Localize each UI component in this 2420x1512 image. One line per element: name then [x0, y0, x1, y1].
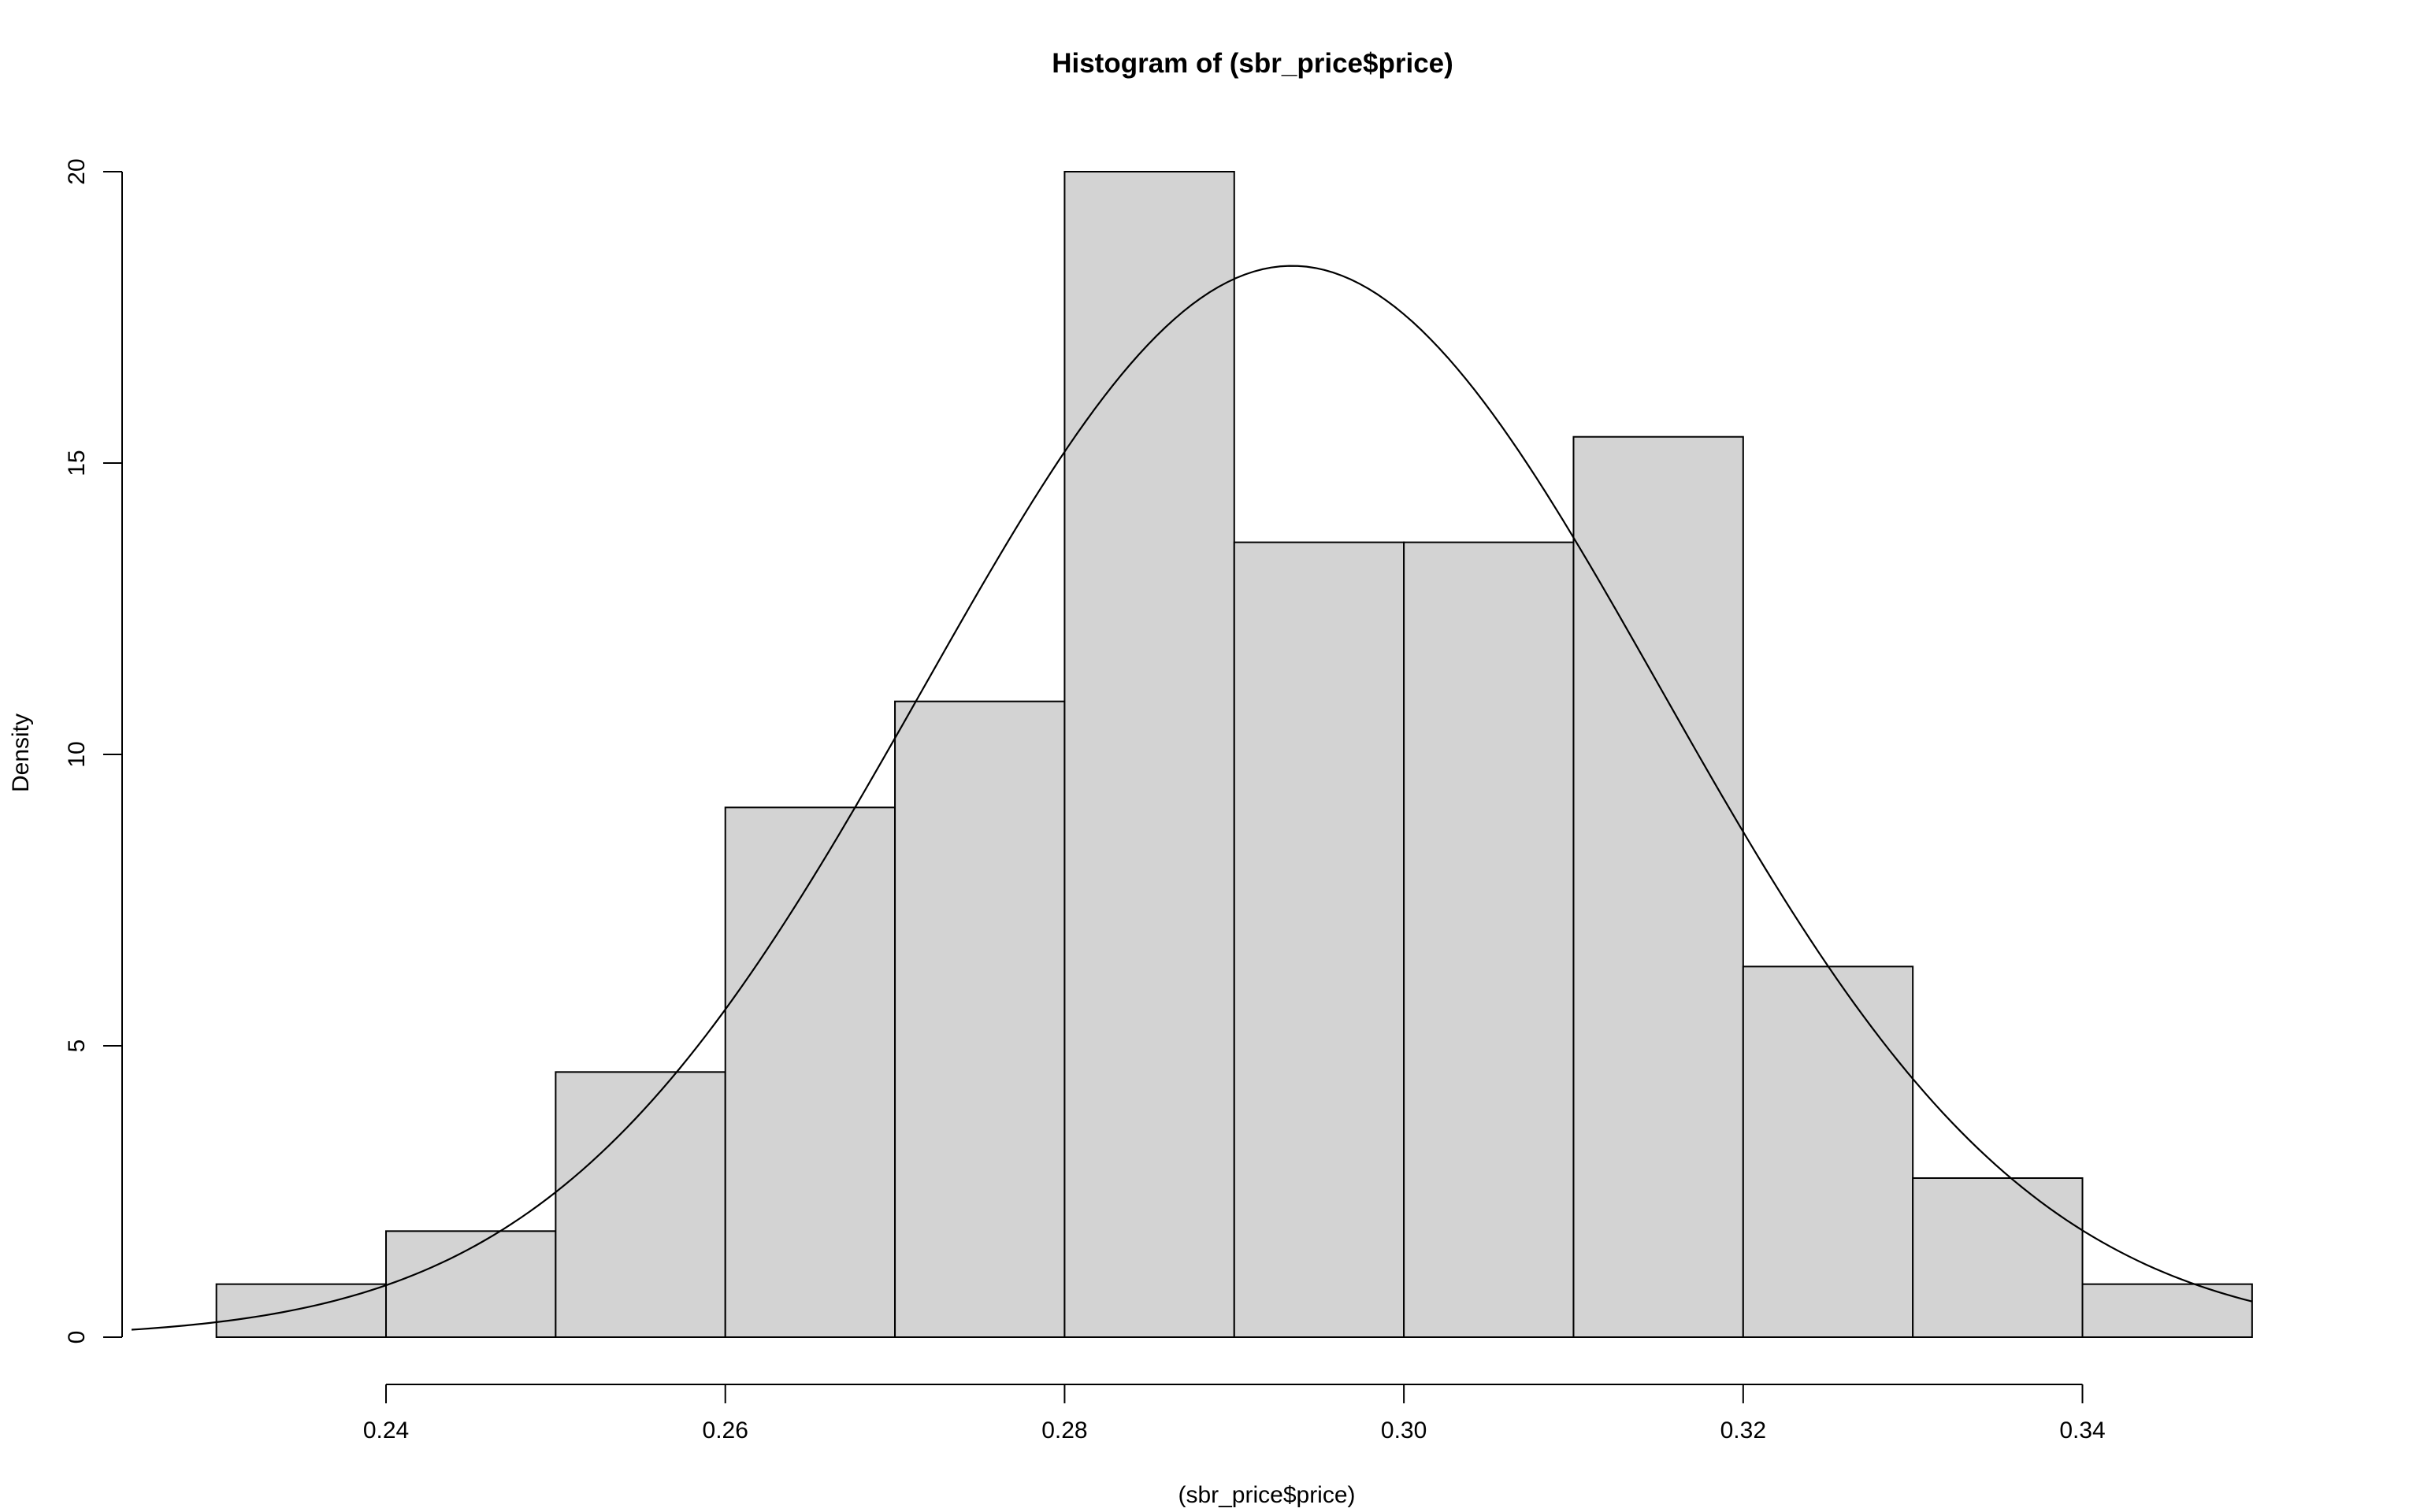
x-tick-label-0.30: 0.30	[1381, 1418, 1427, 1443]
histogram-bar-5	[894, 700, 1066, 1338]
histogram-bar-2	[385, 1230, 557, 1338]
y-tick-label-15: 15	[64, 450, 90, 476]
y-axis-label: Density	[8, 713, 34, 792]
y-tick-label-5: 5	[64, 1040, 90, 1053]
y-axis: 0 5 10 15 20	[64, 158, 123, 1344]
x-axis-label: (sbr_price$price)	[1178, 1482, 1355, 1508]
histogram-bar-8	[1403, 541, 1575, 1338]
chart-title: Histogram of (sbr_price$price)	[1052, 48, 1453, 79]
x-tick-label-0.34: 0.34	[2059, 1418, 2105, 1443]
histogram-bar-9	[1572, 435, 1744, 1339]
x-tick-label-0.26: 0.26	[703, 1418, 748, 1443]
x-tick-label-0.32: 0.32	[1720, 1418, 1766, 1443]
histogram-bar-6	[1063, 171, 1235, 1338]
histogram-bar-3	[555, 1071, 726, 1339]
histogram-bar-4	[724, 806, 896, 1338]
density-curve	[131, 265, 2253, 1331]
histogram-bar-11	[1912, 1177, 2084, 1338]
histogram-bar-12	[2081, 1283, 2253, 1339]
x-tick-label-0.24: 0.24	[363, 1418, 409, 1443]
x-axis: 0.24 0.26 0.28 0.30 0.32 0.34	[363, 1384, 2106, 1443]
histogram-bar-7	[1233, 541, 1405, 1338]
y-tick-label-20: 20	[64, 158, 90, 184]
y-tick-label-10: 10	[64, 741, 90, 767]
x-tick-label-0.28: 0.28	[1041, 1418, 1087, 1443]
y-tick-label-0: 0	[64, 1331, 90, 1344]
histogram-bar-10	[1742, 965, 1914, 1338]
histogram-bar-1	[215, 1283, 388, 1339]
